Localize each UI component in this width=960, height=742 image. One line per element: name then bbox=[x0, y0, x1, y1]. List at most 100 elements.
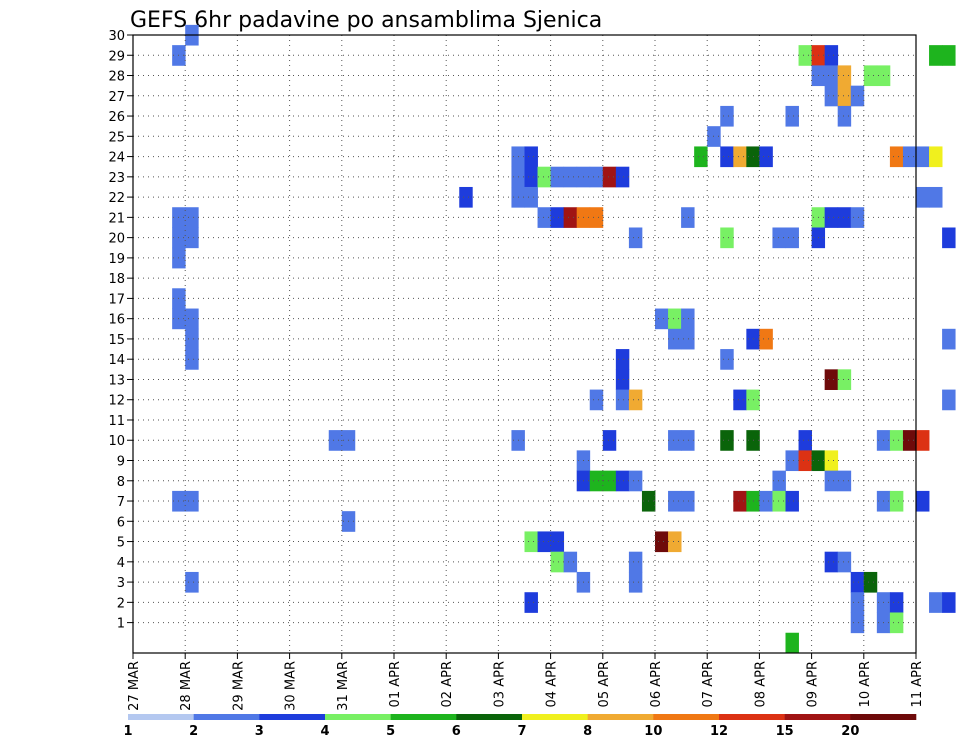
heatmap-cell bbox=[602, 470, 617, 492]
x-tick-label: 03 APR bbox=[492, 661, 507, 707]
x-tick-label: 10 APR bbox=[858, 661, 873, 707]
y-tick-label: 20 bbox=[108, 232, 125, 247]
heatmap-cell bbox=[668, 490, 682, 512]
heatmap-cell bbox=[550, 207, 565, 228]
heatmap-cell bbox=[942, 592, 956, 613]
heatmap-cell bbox=[185, 227, 199, 249]
heatmap-cell bbox=[837, 470, 852, 492]
heatmap-cell bbox=[668, 531, 682, 553]
heatmap-cell bbox=[537, 531, 551, 553]
heatmap-cell bbox=[798, 45, 812, 66]
colorbar-label: 6 bbox=[452, 724, 461, 739]
heatmap-cell bbox=[889, 592, 904, 613]
y-tick-label: 15 bbox=[108, 333, 125, 348]
y-tick-label: 12 bbox=[108, 394, 125, 409]
colorbar-label: 3 bbox=[255, 724, 264, 739]
heatmap-cell bbox=[916, 430, 930, 451]
heatmap-cell bbox=[837, 65, 852, 87]
heatmap-cell bbox=[681, 430, 695, 451]
y-tick-label: 4 bbox=[117, 556, 125, 571]
heatmap-cell bbox=[655, 531, 669, 553]
colorbar-label: 7 bbox=[517, 724, 526, 739]
heatmap-cell bbox=[694, 146, 708, 168]
heatmap-cell bbox=[850, 592, 865, 613]
x-tick-label: 30 MAR bbox=[284, 661, 299, 711]
heatmap-cell bbox=[850, 612, 865, 634]
heatmap-cell bbox=[589, 166, 604, 188]
colorbar-segment bbox=[653, 714, 720, 720]
heatmap-cell bbox=[785, 105, 799, 127]
x-tick-label: 29 MAR bbox=[231, 661, 246, 711]
grid-lines bbox=[133, 34, 916, 653]
heatmap-cell bbox=[850, 85, 865, 107]
y-tick-label: 17 bbox=[108, 292, 125, 307]
heatmap-cell bbox=[889, 146, 904, 168]
x-tick-label: 01 APR bbox=[388, 661, 403, 707]
y-tick-label: 9 bbox=[117, 455, 125, 470]
y-tick-label: 27 bbox=[108, 90, 125, 105]
heatmap-cell bbox=[772, 470, 786, 492]
y-tick-label: 26 bbox=[108, 110, 125, 125]
y-tick-label: 30 bbox=[108, 29, 125, 44]
colorbar-segment bbox=[784, 714, 851, 720]
heatmap-cell bbox=[615, 166, 630, 188]
heatmap-cell bbox=[942, 227, 956, 249]
heatmap-cell bbox=[733, 490, 747, 512]
heatmap-cell bbox=[681, 490, 695, 512]
heatmap-cell bbox=[655, 308, 669, 330]
heatmap-cell bbox=[733, 146, 747, 168]
heatmap-cell bbox=[589, 470, 604, 492]
y-tick-label: 14 bbox=[108, 353, 125, 368]
x-tick-label: 31 MAR bbox=[336, 661, 351, 711]
y-tick-label: 24 bbox=[108, 151, 125, 166]
heatmap-cell bbox=[615, 470, 630, 492]
heatmap-cell bbox=[524, 146, 538, 168]
colorbar-segment bbox=[522, 714, 588, 720]
heatmap-cell bbox=[720, 227, 734, 249]
colorbar-label: 4 bbox=[320, 724, 329, 739]
heatmap-cell bbox=[615, 389, 630, 411]
heatmap-cell bbox=[589, 389, 604, 411]
heatmap-cell bbox=[720, 146, 734, 168]
heatmap-cell bbox=[863, 571, 878, 593]
heatmap-cell bbox=[524, 166, 538, 188]
heatmap-cell bbox=[798, 450, 812, 472]
heatmap-cell bbox=[850, 207, 865, 228]
colorbar-segment bbox=[587, 714, 654, 720]
y-tick-label: 19 bbox=[108, 252, 125, 267]
y-tick-label: 2 bbox=[117, 596, 125, 611]
heatmap-cell bbox=[602, 166, 617, 188]
y-tick-label: 1 bbox=[117, 617, 125, 632]
heatmap-cell bbox=[824, 207, 839, 228]
heatmap-cells bbox=[172, 24, 956, 654]
y-tick-label: 6 bbox=[117, 515, 125, 530]
heatmap-cell bbox=[681, 328, 695, 350]
heatmap-cell bbox=[759, 490, 773, 512]
heatmap-cell bbox=[824, 65, 839, 87]
heatmap-cell bbox=[524, 186, 538, 208]
colorbar-segment bbox=[719, 714, 785, 720]
heatmap-cell bbox=[916, 146, 930, 168]
heatmap-cell bbox=[824, 551, 839, 573]
heatmap-cell bbox=[185, 349, 199, 370]
heatmap-cell bbox=[563, 166, 578, 188]
heatmap-cell bbox=[550, 531, 565, 553]
heatmap-cell bbox=[929, 45, 943, 66]
x-tick-label: 05 APR bbox=[597, 661, 612, 707]
heatmap-cell bbox=[537, 166, 551, 188]
y-tick-label: 13 bbox=[108, 373, 125, 388]
heatmap-cell bbox=[902, 146, 917, 168]
heatmap-cell bbox=[589, 207, 604, 228]
heatmap-cell bbox=[550, 551, 565, 573]
heatmap-cell bbox=[563, 207, 578, 228]
heatmap-cell bbox=[628, 389, 643, 411]
colorbar-segment bbox=[193, 714, 260, 720]
heatmap-cell bbox=[785, 490, 799, 512]
heatmap-cell bbox=[628, 470, 643, 492]
heatmap-cell bbox=[185, 207, 199, 228]
heatmap-cell bbox=[929, 146, 943, 168]
x-tick-label: 02 APR bbox=[440, 661, 455, 707]
heatmap-cell bbox=[628, 571, 643, 593]
heatmap-cell bbox=[942, 389, 956, 411]
